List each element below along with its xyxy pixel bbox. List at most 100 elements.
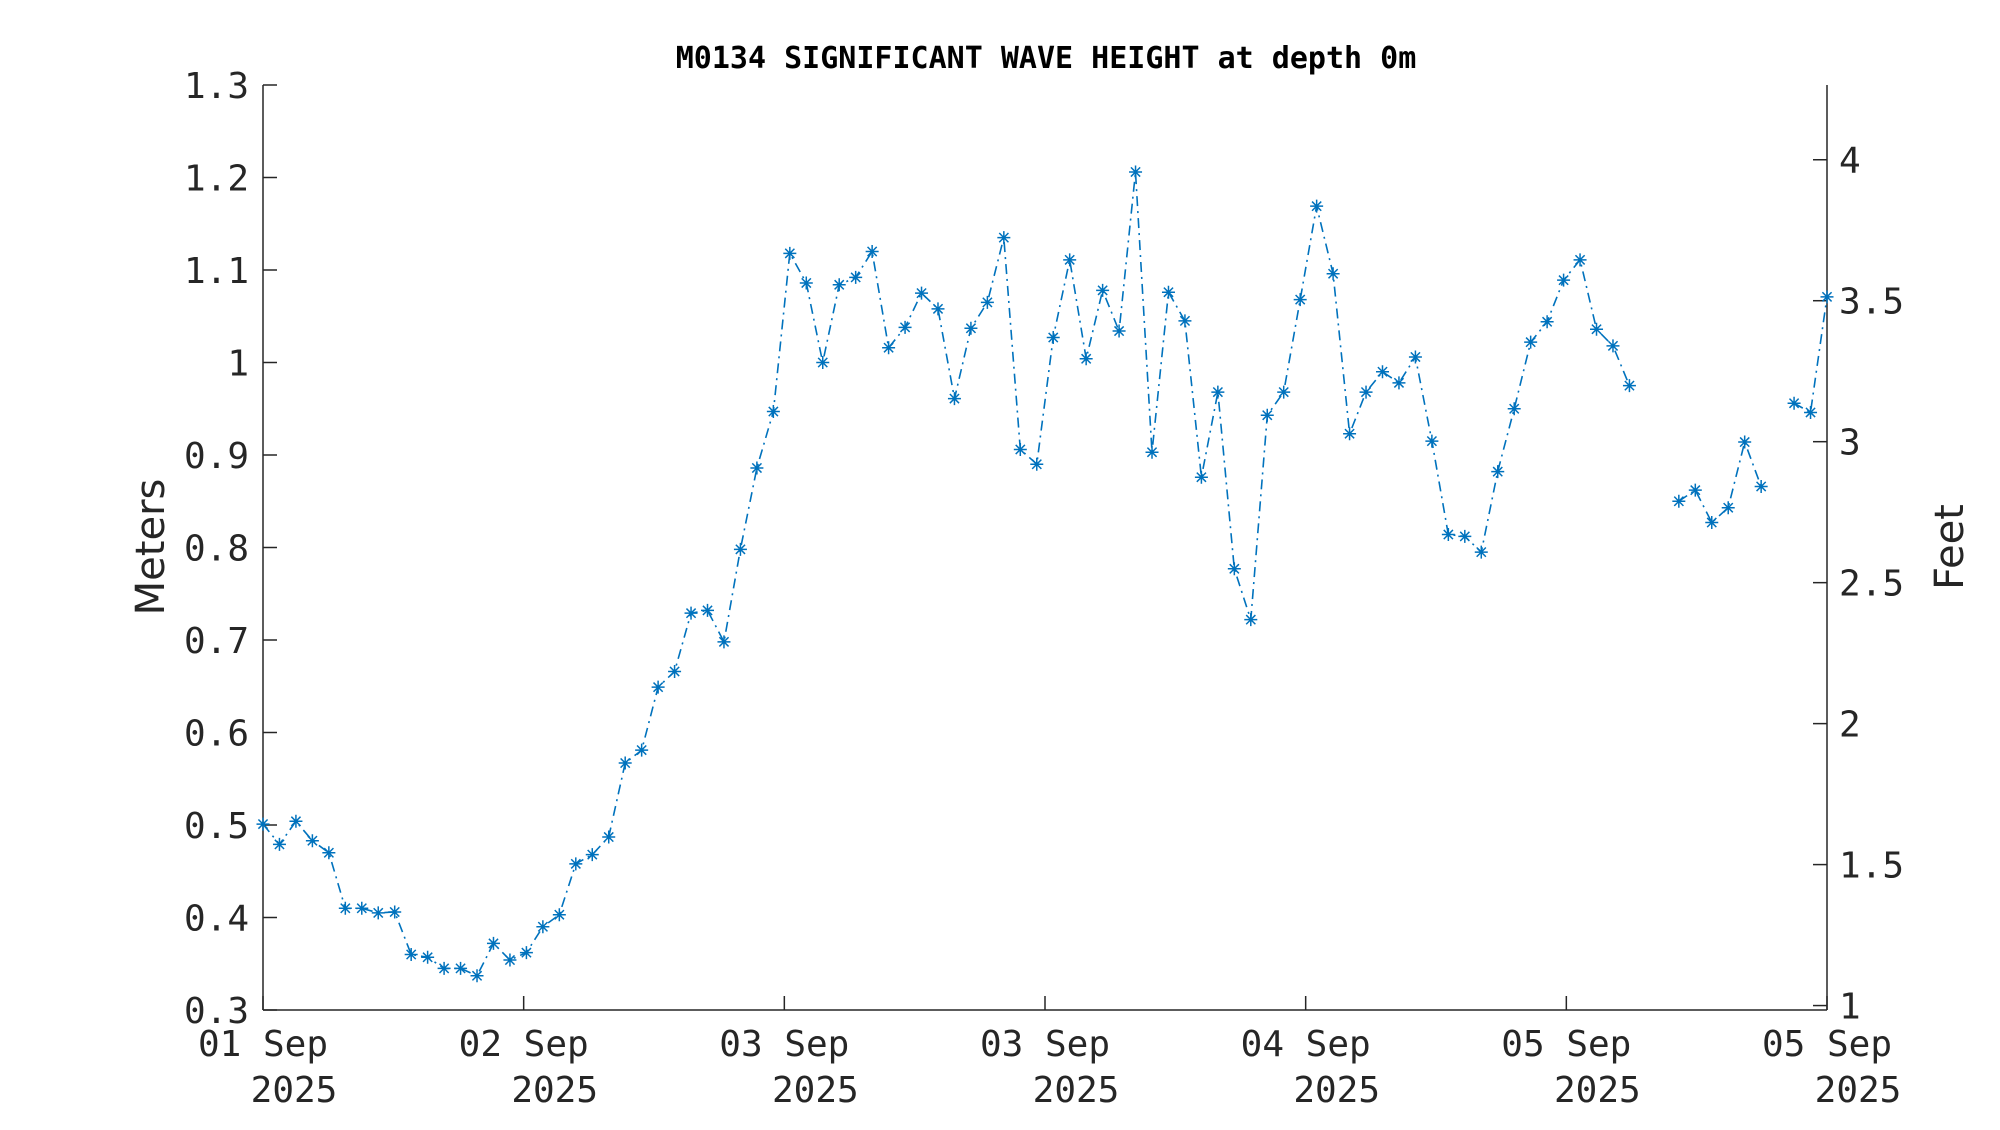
- y-tick-label: 1: [227, 344, 249, 385]
- data-point: [486, 936, 500, 950]
- data-point: [1227, 562, 1241, 576]
- data-point: [289, 814, 303, 828]
- chart-title: M0134 SIGNIFICANT WAVE HEIGHT at depth 0…: [676, 41, 1417, 76]
- data-point: [1705, 516, 1719, 530]
- data-point: [997, 231, 1011, 245]
- data-point: [519, 946, 533, 960]
- data-point: [832, 278, 846, 292]
- data-point: [1260, 408, 1274, 422]
- data-point: [1491, 465, 1505, 479]
- data-point: [388, 905, 402, 919]
- data-point: [1425, 434, 1439, 448]
- y2-tick-label: 1: [1839, 987, 1861, 1028]
- data-point: [766, 405, 780, 419]
- data-point: [1112, 324, 1126, 338]
- data-point: [1573, 253, 1587, 267]
- y-axis-right-title: Feet: [1927, 504, 1973, 590]
- data-point: [1408, 350, 1422, 364]
- data-point: [1359, 385, 1373, 399]
- x-tick-label: 01 Sep: [198, 1024, 328, 1065]
- y-tick-label: 0.3: [184, 991, 249, 1032]
- x-tick-label: 03 Sep: [719, 1024, 849, 1065]
- y-tick-label: 1.1: [184, 251, 249, 292]
- data-point: [536, 920, 550, 934]
- y-tick-label: 1.2: [184, 159, 249, 200]
- data-point: [947, 392, 961, 406]
- y-tick-label: 0.7: [184, 621, 249, 662]
- data-point: [552, 908, 566, 922]
- data-point: [404, 948, 418, 961]
- data-point: [470, 969, 484, 983]
- x-tick-label: 04 Sep: [1241, 1024, 1371, 1065]
- data-point: [717, 635, 731, 649]
- x-tick-year-label: 2025: [1554, 1070, 1641, 1111]
- data-point: [964, 321, 978, 335]
- y2-tick-label: 1.5: [1839, 846, 1904, 887]
- data-point: [585, 848, 599, 862]
- data-point: [1622, 379, 1636, 393]
- data-point: [272, 837, 286, 851]
- data-point: [618, 756, 632, 770]
- data-point: [338, 901, 352, 915]
- data-point: [1557, 273, 1571, 287]
- data-point: [1046, 331, 1060, 345]
- data-point: [602, 830, 616, 844]
- data-point: [750, 461, 764, 475]
- data-point: [1375, 365, 1389, 379]
- y2-tick-label: 4: [1839, 141, 1861, 182]
- data-point: [1211, 385, 1225, 399]
- y-tick-label: 0.6: [184, 714, 249, 755]
- data-point: [503, 953, 517, 967]
- data-point: [1606, 339, 1620, 353]
- y2-tick-label: 3: [1839, 423, 1861, 464]
- x-tick-label: 05 Sep: [1762, 1024, 1892, 1065]
- data-point: [1063, 253, 1077, 267]
- data-point: [882, 341, 896, 355]
- data-point: [701, 603, 715, 617]
- y2-tick-label: 3.5: [1839, 282, 1904, 323]
- x-tick-year-label: 2025: [772, 1070, 859, 1111]
- data-point: [849, 270, 863, 284]
- data-point: [1540, 315, 1554, 329]
- y2-tick-label: 2: [1839, 705, 1861, 746]
- x-tick-year-label: 2025: [251, 1070, 338, 1111]
- x-tick-year-label: 2025: [1033, 1070, 1120, 1111]
- data-point: [355, 901, 369, 915]
- x-tick-label: 02 Sep: [459, 1024, 589, 1065]
- data-point: [1787, 396, 1801, 410]
- data-point: [865, 245, 879, 258]
- data-point: [1244, 613, 1258, 627]
- data-point: [1507, 402, 1521, 416]
- data-point: [1277, 385, 1291, 399]
- y-tick-label: 0.9: [184, 436, 249, 477]
- data-point: [1524, 335, 1538, 349]
- data-point: [915, 286, 929, 300]
- y-tick-label: 0.4: [184, 899, 249, 940]
- data-point: [421, 950, 435, 964]
- y-tick-label: 0.5: [184, 806, 249, 847]
- data-point: [898, 320, 912, 334]
- y-axis-title: Meters: [128, 479, 174, 616]
- x-tick-year-label: 2025: [511, 1070, 598, 1111]
- x-tick-year-label: 2025: [1815, 1070, 1902, 1111]
- data-point: [651, 680, 665, 694]
- data-point: [1030, 457, 1044, 471]
- y2-tick-label: 2.5: [1839, 564, 1904, 605]
- data-point: [1129, 165, 1143, 179]
- data-point: [783, 246, 797, 260]
- data-point: [1721, 501, 1735, 515]
- data-point: [371, 906, 385, 920]
- data-point: [1458, 529, 1472, 543]
- data-point: [1672, 494, 1686, 508]
- data-point: [1392, 376, 1406, 390]
- data-point: [569, 857, 583, 871]
- y-tick-label: 1.3: [184, 66, 249, 107]
- data-point: [256, 817, 270, 831]
- data-point: [816, 356, 830, 369]
- x-tick-label: 03 Sep: [980, 1024, 1110, 1065]
- data-point: [1754, 479, 1768, 493]
- data-point: [322, 846, 336, 860]
- data-point: [1161, 285, 1175, 299]
